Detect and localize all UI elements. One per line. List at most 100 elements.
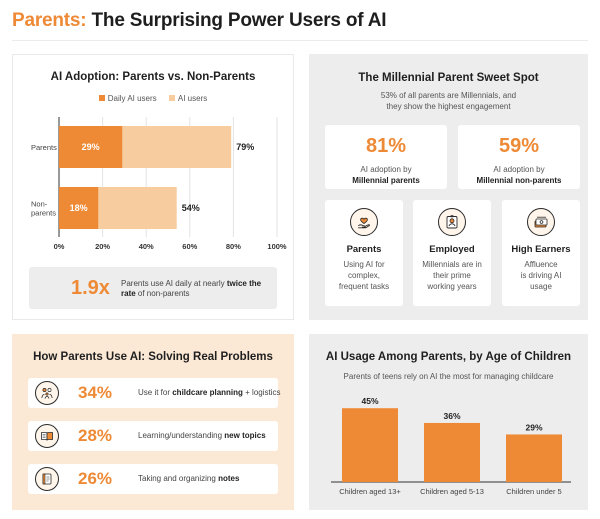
money-stack-icon [527, 208, 555, 236]
use-text-bold: childcare planning [172, 388, 243, 397]
card-desc-line: frequent tasks [338, 282, 390, 291]
uses-title: How Parents Use AI: Solving Real Problem… [33, 351, 273, 363]
use-text: Learning/understanding new topics [138, 431, 266, 440]
card-desc: Affluence is driving AI usage [502, 259, 580, 292]
use-text-pre: Use it for [138, 388, 173, 397]
card-desc-line: usage [530, 282, 552, 291]
card-desc-line: working years [427, 282, 477, 291]
x-tick-label: 60% [182, 242, 197, 251]
stat-label: AI adoption by Millennial parents [325, 164, 447, 186]
bar-data-label: 45% [361, 396, 378, 406]
x-tick-label: 20% [95, 242, 110, 251]
sweet-spot-subtitle: 53% of all parents are Millennials, and … [309, 90, 588, 112]
y-tick-label-line: parents [31, 209, 56, 218]
use-text-pre: Learning/understanding [138, 431, 225, 440]
y-tick-label: Non-parents [31, 200, 56, 218]
legend-daily: Daily AI users [98, 94, 157, 103]
use-value: 34% [78, 383, 113, 402]
use-text-bold: new topics [224, 431, 266, 440]
card-parents: Parents Using AI for complex, frequent tas… [325, 200, 403, 306]
card-desc-line: Using AI for [343, 260, 385, 269]
card-title: Parents [346, 244, 382, 255]
card-desc-line: Affluence [524, 260, 558, 269]
family-icon [35, 381, 59, 405]
card-desc-line: Millennials are in [422, 260, 482, 269]
use-item-childcare: 34% Use it for childcare planning + logi… [28, 378, 281, 408]
page-title: Parents: The Surprising Power Users of A… [12, 10, 387, 32]
bar-data-label: 29% [525, 422, 542, 432]
card-desc-line: their prime [433, 271, 471, 280]
bar-label-ai: 54% [182, 203, 200, 213]
heart-hand-icon [350, 208, 378, 236]
use-text-bold: notes [218, 474, 240, 483]
y-tick-label: Parents [31, 143, 57, 152]
bar-label-daily: 29% [82, 142, 100, 152]
age-chart: 45% Children aged 13+ 36% Children aged 5-1… [331, 396, 571, 496]
callout-text-bold: twice the rate [121, 279, 262, 298]
use-text: Taking and organizing notes [138, 474, 239, 483]
age-panel: AI Usage Among Parents, by Age of Childr… [309, 334, 588, 510]
callout-text-pre: Parents use AI daily at nearly [121, 279, 227, 288]
stat-millennial-parents: 81% AI adoption by Millennial parents [325, 125, 447, 189]
bar-daily-users [59, 187, 99, 229]
age-title: AI Usage Among Parents, by Age of Childr… [325, 351, 572, 363]
legend-ai-swatch [168, 95, 175, 102]
use-text: Use it for childcare planning + logistic… [138, 388, 281, 397]
legend-ai-label: AI users [177, 94, 208, 103]
age-subtitle: Parents of teens rely on AI the most for… [343, 372, 554, 381]
page-title-rest: The Surprising Power Users of AI [86, 10, 387, 31]
x-tick-label: Children aged 5-13 [420, 487, 484, 496]
card-desc: Millennials are in their prime working yea… [413, 259, 491, 292]
bar-label-ai: 79% [236, 142, 254, 152]
y-tick-label-line: Non- [31, 200, 48, 209]
sweet-spot-subtitle-line1: 53% of all parents are Millennials, and [380, 91, 517, 100]
stat-label: AI adoption by Millennial non-parents [458, 164, 580, 186]
bar [506, 434, 562, 482]
bar [342, 408, 398, 482]
adoption-legend: Daily AI users AI users [13, 94, 293, 103]
callout-value: 1.9x [71, 277, 110, 299]
card-desc-line: is driving AI [520, 271, 562, 280]
adoption-title: AI Adoption: Parents vs. Non-Parents [50, 71, 256, 83]
use-text-post: + logistics [242, 388, 281, 397]
use-item-notes: 26% Taking and organizing notes [28, 464, 278, 494]
x-tick-label: 100% [267, 242, 287, 251]
title-divider [12, 40, 588, 41]
bar-data-label: 36% [443, 411, 460, 421]
y-tick-label-line: Parents [31, 143, 57, 152]
card-title: High Earners [511, 244, 571, 255]
use-value: 28% [78, 426, 113, 445]
sweet-spot-title: The Millennial Parent Sweet Spot [358, 72, 539, 84]
x-tick-label: Children aged 13+ [339, 487, 401, 496]
x-tick-label: Children under 5 [506, 487, 561, 496]
card-title: Employed [429, 244, 475, 255]
stat-millennial-non-parents: 59% AI adoption by Millennial non-parents [458, 125, 580, 189]
adoption-chart: 0% 20% 40% 60% 80% 100% 29% 79% Parents 18% 54% Non… [31, 117, 287, 251]
use-text-pre: Taking and organizing [138, 474, 219, 483]
card-desc-line: complex, [347, 271, 380, 280]
x-tick-label: 40% [139, 242, 154, 251]
card-high-earners: High Earners Affluence is driving AI usage [502, 200, 580, 306]
stat-value: 81% [365, 135, 407, 157]
callout-text: Parents use AI daily at nearly twice the… [121, 279, 271, 299]
callout-text-post: of non-parents [135, 289, 190, 298]
stat-label-bold: Millennial non-parents [476, 176, 562, 185]
use-item-topics: 28% Learning/understanding new topics [28, 421, 278, 451]
notebook-icon [35, 467, 59, 491]
legend-daily-swatch [98, 95, 105, 102]
sweet-spot-panel: The Millennial Parent Sweet Spot 53% of … [309, 54, 588, 320]
stat-label-line: AI adoption by [360, 165, 412, 174]
book-icon [35, 424, 59, 448]
x-tick-label: 80% [226, 242, 241, 251]
card-desc: Using AI for complex, frequent tasks [325, 259, 403, 292]
uses-panel: How Parents Use AI: Solving Real Problem… [12, 334, 294, 510]
adoption-callout: 1.9x Parents use AI daily at nearly twic… [29, 267, 277, 309]
adoption-panel: AI Adoption: Parents vs. Non-Parents Dai… [12, 54, 294, 320]
use-value: 26% [78, 469, 113, 488]
bar-daily-users [59, 126, 123, 168]
stat-label-bold: Millennial parents [352, 176, 420, 185]
sweet-spot-subtitle-line2: they show the highest engagement [386, 102, 511, 111]
card-employed: Employed Millennials are in their prime wo… [413, 200, 491, 306]
legend-daily-label: Daily AI users [107, 94, 157, 103]
stat-label-line: AI adoption by [493, 165, 545, 174]
